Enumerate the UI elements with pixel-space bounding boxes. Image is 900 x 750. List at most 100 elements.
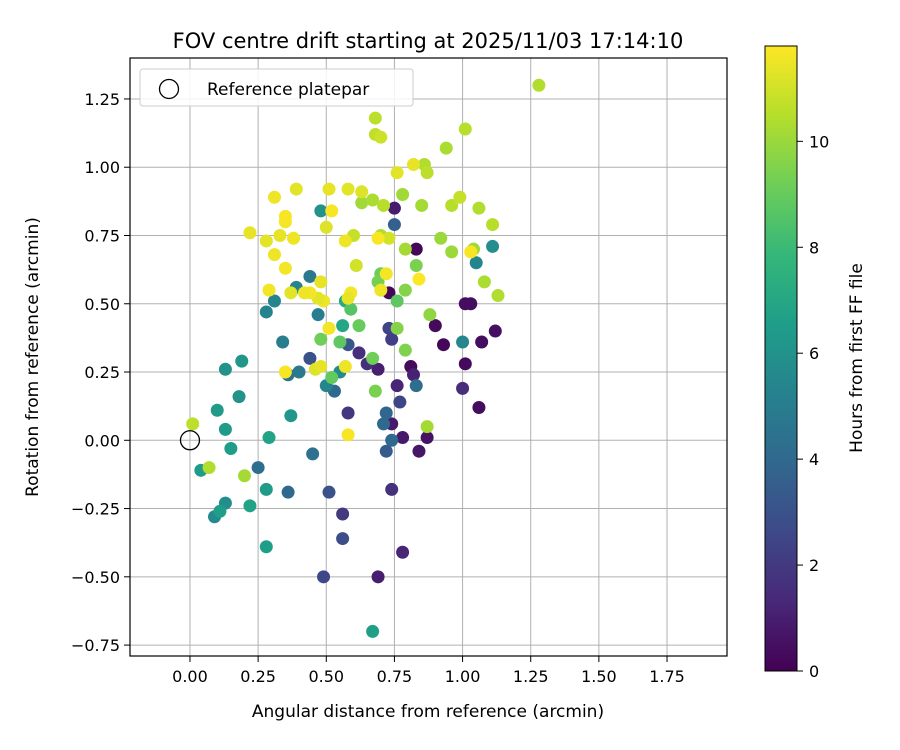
- y-tick-label: 1.25: [84, 90, 120, 109]
- data-point: [297, 286, 311, 300]
- data-point: [314, 332, 328, 346]
- data-point: [379, 406, 393, 420]
- data-point: [415, 198, 429, 212]
- data-point: [377, 417, 391, 431]
- data-point: [396, 188, 410, 202]
- data-point: [311, 308, 325, 322]
- data-point: [267, 190, 281, 204]
- data-point: [385, 433, 399, 447]
- data-point: [278, 209, 292, 223]
- data-point: [235, 354, 249, 368]
- data-point: [420, 431, 434, 445]
- data-point: [469, 256, 483, 270]
- data-point: [267, 294, 281, 308]
- data-point: [472, 401, 486, 415]
- chart-title: FOV centre drift starting at 2025/11/03 …: [173, 29, 684, 53]
- data-point: [409, 242, 423, 256]
- data-point: [325, 204, 339, 218]
- y-axis-ticks: −0.75 −0.50 −0.25 0.00 0.25 0.50 0.75 1.00 1.25: [71, 90, 130, 655]
- data-point: [366, 351, 380, 365]
- data-point: [336, 507, 350, 521]
- data-point: [436, 338, 450, 352]
- data-point: [210, 403, 224, 417]
- data-point: [259, 234, 273, 248]
- data-point: [423, 308, 437, 322]
- y-tick-label: −0.50: [71, 568, 120, 587]
- data-point: [251, 461, 265, 475]
- data-point: [218, 362, 232, 376]
- colorbar-tick-label: 10: [809, 132, 829, 151]
- data-point: [218, 422, 232, 436]
- y-tick-label: 0.50: [84, 295, 120, 314]
- data-point: [374, 283, 388, 297]
- colorbar: [764, 45, 798, 672]
- x-tick-label: 1.75: [649, 667, 685, 686]
- data-point: [371, 362, 385, 376]
- y-axis-label: Rotation from reference (arcmin): [23, 217, 43, 497]
- data-point: [456, 381, 470, 395]
- x-tick-label: 0.25: [240, 667, 276, 686]
- x-axis-ticks: 0.00 0.25 0.50 0.75 1.00 1.25 1.50 1.75: [172, 656, 685, 686]
- data-point: [336, 319, 350, 333]
- data-point: [341, 182, 355, 196]
- y-tick-label: 0.75: [84, 226, 120, 245]
- data-point: [458, 357, 472, 371]
- data-point: [278, 365, 292, 379]
- data-point: [355, 185, 369, 199]
- data-point: [352, 346, 366, 360]
- data-point: [336, 532, 350, 546]
- data-points: [186, 78, 546, 638]
- data-point: [314, 360, 328, 374]
- data-point: [341, 291, 355, 305]
- grid-lines: [130, 58, 727, 656]
- x-tick-label: 0.50: [308, 667, 344, 686]
- data-point: [306, 447, 320, 461]
- data-point: [276, 335, 290, 349]
- data-point: [319, 220, 333, 234]
- y-tick-label: 0.25: [84, 363, 120, 382]
- data-point: [445, 245, 459, 259]
- data-point: [371, 570, 385, 584]
- data-point: [374, 130, 388, 144]
- data-point: [317, 570, 331, 584]
- data-point: [232, 390, 246, 404]
- data-point: [273, 228, 287, 242]
- data-point: [390, 321, 404, 335]
- data-point: [398, 242, 412, 256]
- data-point: [202, 461, 216, 475]
- data-point: [428, 319, 442, 333]
- data-point: [284, 286, 298, 300]
- data-point: [387, 218, 401, 232]
- data-point: [186, 417, 200, 431]
- data-point: [292, 365, 306, 379]
- colorbar-tick-label: 6: [809, 344, 819, 363]
- data-point: [237, 469, 251, 483]
- colorbar-label: Hours from first FF file: [847, 263, 867, 453]
- data-point: [439, 141, 453, 155]
- data-point: [243, 499, 257, 513]
- data-point: [303, 351, 317, 365]
- data-point: [477, 275, 491, 289]
- reference-marker-group: [179, 430, 201, 451]
- data-point: [412, 444, 426, 458]
- data-point: [262, 431, 276, 445]
- legend-marker-icon: [158, 78, 180, 100]
- data-point: [366, 624, 380, 638]
- data-point: [352, 319, 366, 333]
- data-point: [314, 275, 328, 289]
- data-point: [371, 231, 385, 245]
- data-point: [325, 370, 339, 384]
- x-tick-label: 0.00: [172, 667, 208, 686]
- data-point: [278, 261, 292, 275]
- data-point: [458, 122, 472, 136]
- legend-label: Reference platepar: [207, 80, 369, 100]
- data-point: [382, 231, 396, 245]
- data-point: [379, 444, 393, 458]
- data-point: [243, 226, 257, 240]
- plot-frame: [129, 57, 728, 657]
- y-tick-label: 0.00: [84, 431, 120, 450]
- data-point: [366, 193, 380, 207]
- data-point: [420, 166, 434, 180]
- data-point: [338, 234, 352, 248]
